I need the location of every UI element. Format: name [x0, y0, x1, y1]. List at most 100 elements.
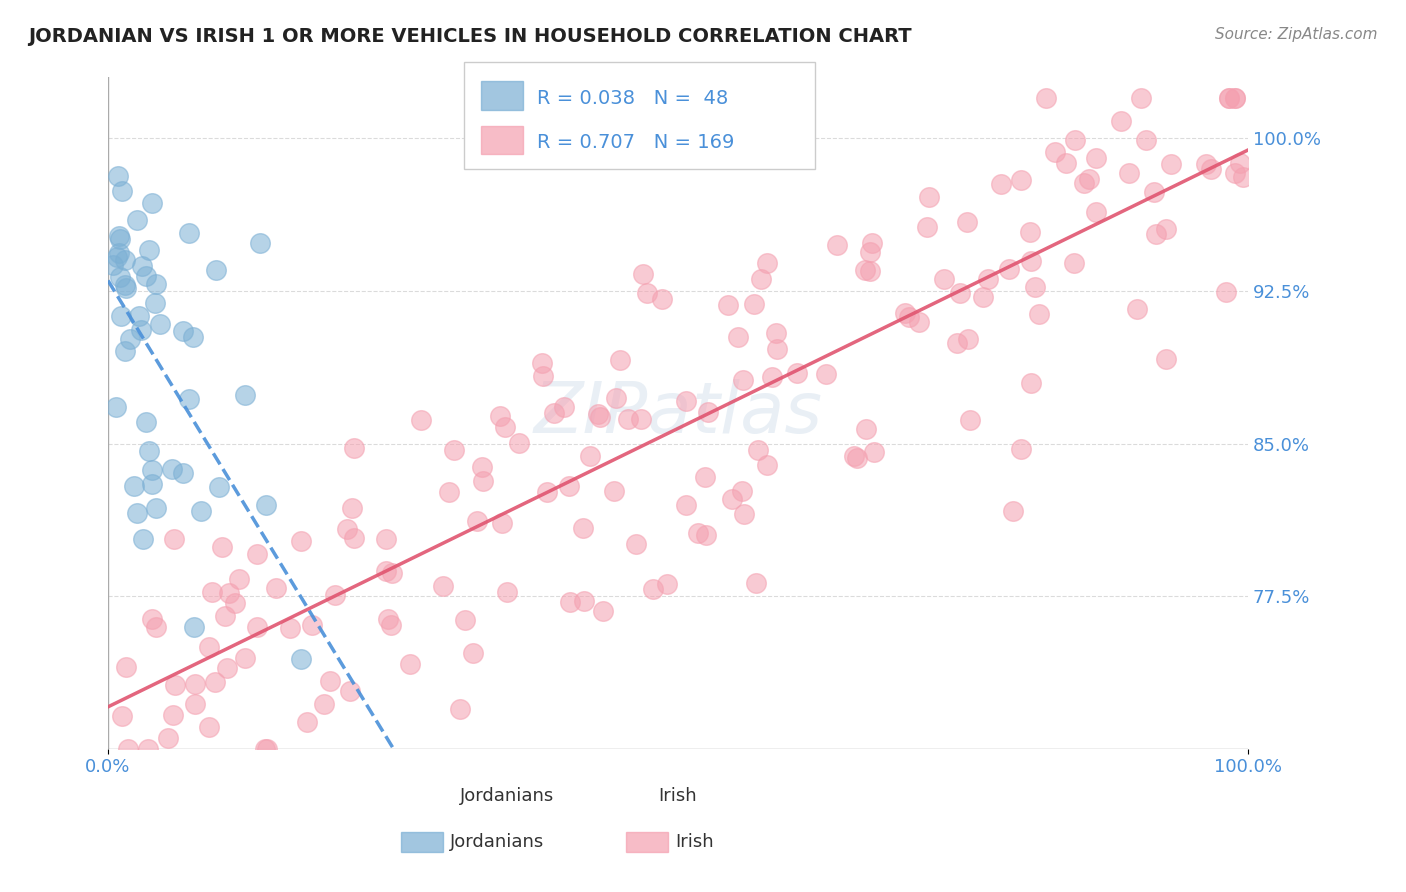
Point — [108, 228, 131, 243]
Point — [731, 373, 754, 387]
Point — [496, 585, 519, 599]
Point — [233, 387, 256, 401]
Point — [343, 441, 366, 455]
Point — [976, 272, 998, 286]
Point — [972, 290, 994, 304]
Point — [1043, 145, 1066, 159]
Point — [249, 236, 271, 251]
Point — [217, 660, 239, 674]
Text: Source: ZipAtlas.com: Source: ZipAtlas.com — [1215, 27, 1378, 42]
Point — [842, 450, 865, 464]
Point — [125, 212, 148, 227]
Point — [733, 507, 755, 521]
Point — [375, 564, 398, 578]
Point — [145, 277, 167, 292]
Point — [572, 593, 595, 607]
Point — [184, 697, 207, 711]
Point — [399, 657, 422, 672]
Point — [323, 588, 346, 602]
Point — [1019, 225, 1042, 239]
Point — [934, 272, 956, 286]
Point — [108, 232, 131, 246]
Point — [1229, 156, 1251, 170]
Point — [449, 701, 471, 715]
Point — [825, 238, 848, 252]
Point — [319, 673, 342, 688]
Point — [179, 392, 201, 406]
Point — [145, 295, 167, 310]
Point — [432, 579, 454, 593]
Point — [898, 310, 921, 325]
Point — [815, 367, 838, 381]
Point — [135, 269, 157, 284]
Point — [104, 400, 127, 414]
Point — [134, 415, 156, 429]
Point — [1154, 221, 1177, 235]
Text: Jordanians: Jordanians — [460, 787, 554, 805]
Point — [463, 646, 485, 660]
Point — [605, 391, 627, 405]
Point — [380, 618, 402, 632]
Point — [138, 243, 160, 257]
Point — [786, 366, 808, 380]
Point — [751, 272, 773, 286]
Point — [589, 409, 612, 424]
Point — [571, 521, 593, 535]
Point — [114, 281, 136, 295]
Point — [179, 226, 201, 240]
Point — [246, 547, 269, 561]
Point — [114, 252, 136, 267]
Point — [675, 498, 697, 512]
Point — [149, 317, 172, 331]
Point — [114, 278, 136, 293]
Point — [845, 450, 868, 465]
Text: JORDANIAN VS IRISH 1 OR MORE VEHICLES IN HOUSEHOLD CORRELATION CHART: JORDANIAN VS IRISH 1 OR MORE VEHICLES IN… — [28, 27, 911, 45]
Point — [471, 459, 494, 474]
Point — [108, 270, 131, 285]
Point — [108, 245, 131, 260]
Point — [727, 329, 749, 343]
Point — [336, 522, 359, 536]
Point — [111, 185, 134, 199]
Point — [990, 177, 1012, 191]
Point — [637, 286, 659, 301]
Point — [1223, 91, 1246, 105]
Point — [107, 169, 129, 184]
Point — [233, 884, 256, 892]
Point — [1130, 91, 1153, 105]
Point — [141, 612, 163, 626]
Point — [536, 485, 558, 500]
Point — [264, 581, 287, 595]
Point — [1010, 173, 1032, 187]
Point — [1118, 165, 1140, 179]
Point — [465, 514, 488, 528]
Point — [105, 250, 128, 264]
Point — [181, 330, 204, 344]
Point — [998, 261, 1021, 276]
Point — [1160, 157, 1182, 171]
Point — [377, 611, 399, 625]
Point — [246, 620, 269, 634]
Point — [125, 506, 148, 520]
Point — [1218, 91, 1240, 105]
Point — [301, 617, 323, 632]
Point — [1010, 442, 1032, 456]
Text: R = 0.707   N = 169: R = 0.707 N = 169 — [537, 133, 734, 153]
Point — [340, 500, 363, 515]
Point — [693, 470, 716, 484]
Point — [756, 458, 779, 472]
Point — [295, 715, 318, 730]
Point — [1063, 256, 1085, 270]
Point — [630, 412, 652, 426]
Point — [508, 436, 530, 450]
Point — [1111, 114, 1133, 128]
Point — [141, 476, 163, 491]
Point — [592, 604, 614, 618]
Point — [761, 369, 783, 384]
Point — [110, 310, 132, 324]
Point — [1143, 186, 1166, 200]
Point — [915, 219, 938, 234]
Point — [765, 326, 787, 341]
Point — [908, 315, 931, 329]
Point — [253, 741, 276, 756]
